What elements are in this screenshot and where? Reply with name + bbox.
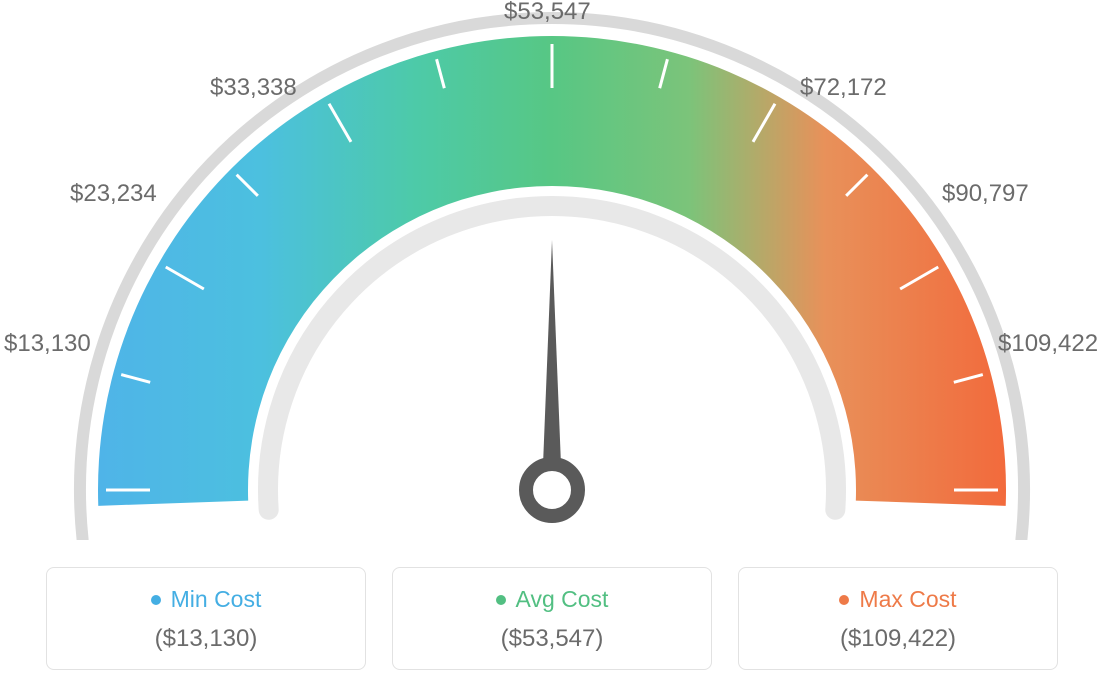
legend-card-avg: Avg Cost ($53,547) [392,567,712,670]
legend-card-min: Min Cost ($13,130) [46,567,366,670]
legend-title-avg: Avg Cost [496,586,609,613]
gauge-tick-label: $13,130 [4,330,91,358]
gauge-tick-label: $33,338 [210,74,297,102]
dot-icon [839,595,849,605]
legend-title-min: Min Cost [151,586,262,613]
legend-title-max: Max Cost [839,586,956,613]
gauge-tick-label: $72,172 [800,74,887,102]
gauge-tick-label: $109,422 [998,330,1098,358]
gauge-svg [0,0,1104,540]
gauge-area: $13,130 $23,234 $33,338 $53,547 $72,172 $90,7… [0,0,1104,530]
chart-container: $13,130 $23,234 $33,338 $53,547 $72,172 $90,7… [0,0,1104,690]
legend-value-min: ($13,130) [155,625,258,653]
dot-icon [151,595,161,605]
gauge-tick-label: $90,797 [942,180,1029,208]
legend-value-avg: ($53,547) [501,625,604,653]
dot-icon [496,595,506,605]
legend-card-max: Max Cost ($109,422) [738,567,1058,670]
legend-row: Min Cost ($13,130) Avg Cost ($53,547) Ma… [0,567,1104,670]
legend-title-text: Max Cost [859,586,956,613]
gauge-tick-label: $23,234 [70,180,157,208]
legend-title-text: Avg Cost [516,586,609,613]
gauge-tick-label: $53,547 [504,0,591,26]
legend-value-max: ($109,422) [840,625,956,653]
legend-title-text: Min Cost [171,586,262,613]
